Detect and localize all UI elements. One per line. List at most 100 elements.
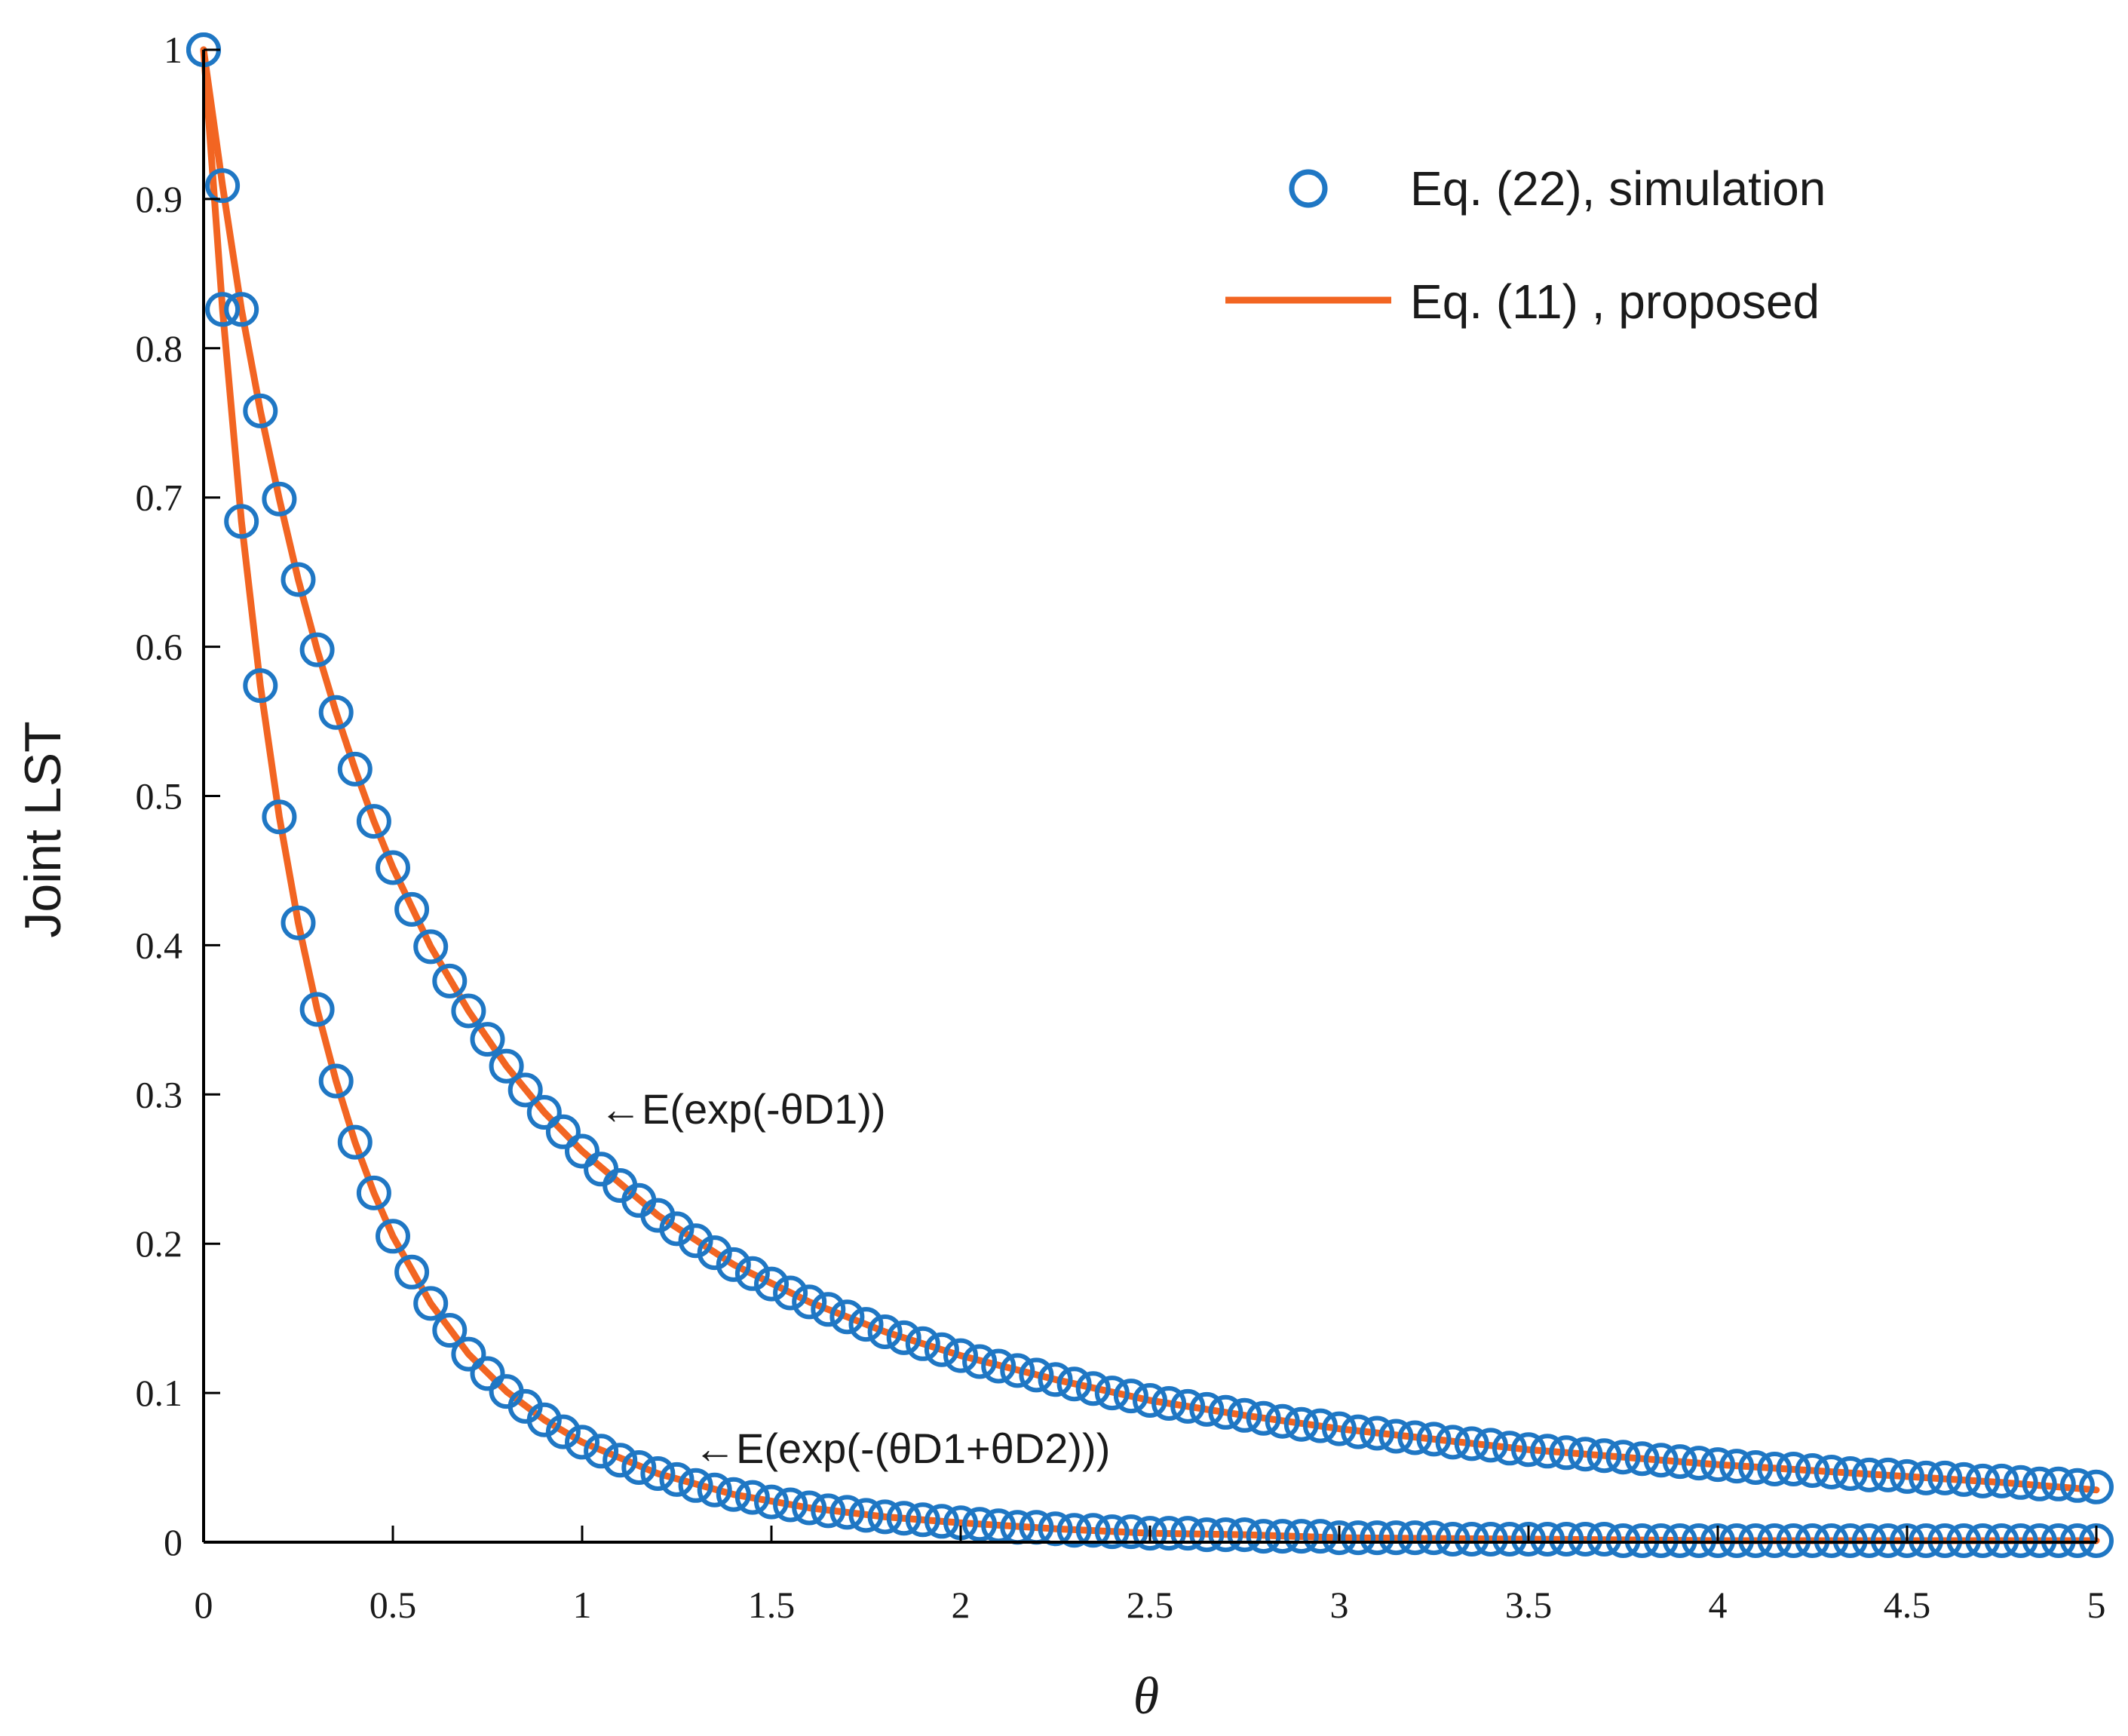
series-line-proposed-1: [200, 46, 2100, 1544]
data-point-simulation: [526, 1095, 562, 1130]
data-point-simulation: [1624, 1441, 1660, 1477]
data-point-simulation: [1208, 1517, 1243, 1553]
data-point-simulation: [318, 1063, 354, 1099]
data-point-simulation: [1738, 1450, 1774, 1485]
data-point-simulation: [489, 1048, 524, 1084]
data-point-simulation: [1170, 1516, 1206, 1551]
data-point-simulation: [1133, 1383, 1167, 1418]
data-point-simulation: [1814, 1455, 1849, 1489]
data-point-simulation: [565, 1425, 599, 1460]
y-tick-label: 0.8: [136, 327, 183, 370]
y-tick-label: 0.7: [136, 477, 183, 519]
data-point-simulation: [1776, 1452, 1811, 1486]
data-point-simulation: [337, 1124, 373, 1160]
data-point-simulation: [545, 1114, 581, 1149]
data-point-simulation: [1302, 1408, 1338, 1443]
data-point-simulation: [678, 1223, 713, 1259]
data-point-simulation: [811, 1493, 846, 1529]
data-point-simulation: [621, 1450, 657, 1485]
data-point-simulation: [1473, 1428, 1508, 1463]
legend-marker-simulation: [1289, 169, 1328, 208]
data-point-simulation: [792, 1490, 827, 1526]
data-point-simulation: [1511, 1522, 1546, 1557]
data-point-simulation: [243, 668, 278, 704]
data-point-simulation: [584, 1434, 619, 1469]
y-tick-label: 1: [164, 29, 182, 71]
data-point-simulation: [243, 393, 278, 428]
data-point-simulation: [943, 1338, 978, 1373]
annotations: ←E(exp(-θD1)) ←E(exp(-(θD1+θD2))): [599, 1085, 1110, 1472]
data-point-simulation: [716, 1477, 751, 1512]
data-point-simulation: [603, 1443, 638, 1478]
data-point-simulation: [1397, 1420, 1433, 1455]
data-point-simulation: [1038, 1511, 1073, 1547]
data-point-simulation: [1454, 1426, 1489, 1461]
data-point-simulation: [1322, 1411, 1357, 1446]
data-point-simulation: [1511, 1432, 1546, 1468]
x-tick-label: 0: [195, 1584, 213, 1626]
data-point-simulation: [981, 1348, 1016, 1384]
data-point-simulation: [1473, 1522, 1508, 1557]
data-point-simulation: [432, 963, 468, 998]
data-point-simulation: [1416, 1422, 1452, 1457]
data-point-simulation: [697, 1235, 732, 1271]
data-point-simulation: [773, 1275, 808, 1311]
data-point-simulation: [905, 1326, 940, 1361]
y-tick-label: 0: [164, 1521, 182, 1563]
data-point-simulation: [1265, 1403, 1300, 1439]
legend-label-proposed: Eq. (11) , proposed: [1410, 275, 1820, 329]
data-point-simulation: [356, 1175, 391, 1210]
data-point-simulation: [1587, 1522, 1622, 1557]
data-point-simulation: [1133, 1516, 1167, 1551]
data-point-simulation: [1341, 1414, 1376, 1449]
y-tick-label: 0.6: [136, 626, 183, 668]
data-point-simulation: [1038, 1362, 1073, 1397]
annotation-d1-plus-d2: ←E(exp(-(θD1+θD2))): [694, 1425, 1110, 1472]
data-point-simulation: [867, 1314, 903, 1349]
data-point-simulation: [829, 1495, 865, 1530]
data-point-simulation: [1322, 1520, 1357, 1556]
data-point-simulation: [1870, 1457, 1906, 1492]
x-tick-label: 0.5: [369, 1584, 417, 1626]
data-point-simulation: [1700, 1447, 1735, 1483]
data-point-simulation: [659, 1211, 695, 1247]
data-point-simulation: [1341, 1520, 1376, 1556]
data-point-simulation: [224, 504, 259, 539]
x-tick-label: 4: [1709, 1584, 1728, 1626]
y-tick-label: 0.3: [136, 1073, 183, 1115]
legend-label-simulation: Eq. (22), simulation: [1410, 161, 1826, 216]
data-point-simulation: [1416, 1520, 1452, 1556]
data-point-simulation: [376, 1219, 410, 1254]
data-point-simulation: [1151, 1516, 1187, 1551]
data-point-simulation: [1568, 1522, 1603, 1557]
data-point-simulation: [205, 292, 241, 327]
data-point-simulation: [1208, 1394, 1243, 1430]
data-point-simulation: [1113, 1379, 1148, 1414]
data-point-simulation: [1909, 1460, 1944, 1495]
data-point-simulation: [1227, 1397, 1262, 1433]
data-point-simulation: [1094, 1514, 1130, 1550]
data-point-simulation: [1360, 1415, 1395, 1451]
data-point-simulation: [1170, 1388, 1206, 1424]
x-tick-label: 5: [2087, 1584, 2106, 1626]
x-tick-label: 3: [1330, 1584, 1349, 1626]
data-point-simulation: [1605, 1440, 1641, 1475]
data-point-simulation: [1246, 1519, 1281, 1554]
data-point-simulation: [811, 1292, 846, 1327]
data-point-simulation: [1113, 1514, 1148, 1550]
data-point-simulation: [224, 292, 259, 327]
axes: [202, 50, 2096, 1544]
y-tick-label: 0.5: [136, 775, 183, 817]
data-point-simulation: [451, 1336, 486, 1372]
data-point-simulation: [1056, 1366, 1092, 1402]
data-point-simulation: [356, 804, 391, 839]
data-point-simulation: [734, 1256, 770, 1291]
data-point-simulation: [962, 1344, 998, 1379]
x-tick-label: 2.5: [1127, 1584, 1174, 1626]
data-point-simulation: [337, 751, 373, 787]
data-point-simulation: [281, 905, 316, 940]
data-point-simulation: [526, 1402, 562, 1437]
x-tick-label: 3.5: [1505, 1584, 1553, 1626]
data-point-simulation: [376, 850, 410, 885]
data-point-simulation: [697, 1472, 732, 1507]
